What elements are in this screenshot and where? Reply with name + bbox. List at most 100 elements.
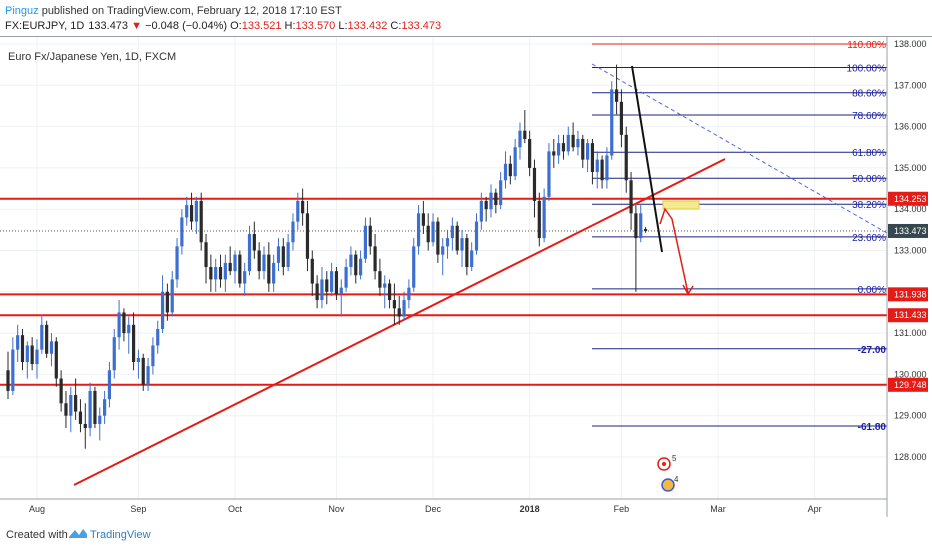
author-link[interactable]: Pinguz bbox=[5, 5, 39, 17]
candle-body bbox=[98, 415, 102, 424]
price-tick-label: 131.000 bbox=[894, 328, 927, 338]
price-tag bbox=[888, 223, 928, 238]
candle-body bbox=[305, 213, 310, 259]
candle-body bbox=[354, 254, 358, 276]
time-axis[interactable]: Aug Sep Oct Nov Dec 2018 Feb Mar Apr bbox=[29, 504, 822, 514]
candle-body bbox=[441, 246, 445, 255]
candle-body bbox=[576, 138, 580, 148]
candle-body bbox=[479, 200, 483, 222]
price-chart[interactable]: 110.00%100.00%88.60%78.60%61.80%50.00%38… bbox=[0, 37, 932, 517]
candle-body bbox=[339, 287, 343, 294]
close-label: C: bbox=[390, 20, 402, 32]
publish-line: Pinguz published on TradingView.com, Feb… bbox=[5, 5, 342, 17]
candle-body bbox=[334, 271, 339, 294]
candle-body bbox=[610, 89, 614, 156]
candle-body bbox=[6, 370, 10, 391]
time-tick-label: Feb bbox=[614, 504, 630, 514]
fib-level-label: 78.60% bbox=[852, 111, 886, 122]
candle-body bbox=[397, 308, 401, 317]
price-tick-label: 128.000 bbox=[894, 452, 927, 462]
candle-body bbox=[460, 238, 464, 251]
event-badge-5: 5 bbox=[672, 454, 677, 463]
candle-body bbox=[218, 267, 223, 280]
candle-body bbox=[281, 246, 285, 268]
price-tick-label: 137.000 bbox=[894, 80, 927, 90]
candle-body bbox=[330, 271, 334, 292]
price-axis[interactable]: 128.000129.000130.000131.000132.000133.0… bbox=[894, 39, 927, 462]
candle-body bbox=[199, 200, 203, 243]
candle-body bbox=[252, 233, 256, 251]
low-label: L: bbox=[338, 20, 348, 32]
candle-body bbox=[600, 159, 604, 181]
candle-body bbox=[40, 324, 44, 350]
candle-body bbox=[204, 242, 208, 268]
time-tick-label: Aug bbox=[29, 504, 45, 514]
candle-body bbox=[262, 254, 266, 272]
candle-body bbox=[484, 200, 488, 210]
candle-body bbox=[11, 349, 15, 391]
candle-body bbox=[141, 357, 145, 385]
candle-body bbox=[93, 390, 97, 424]
candle-body bbox=[523, 130, 527, 139]
time-tick-label: Mar bbox=[710, 504, 726, 514]
candle-body bbox=[470, 250, 474, 268]
candle-body bbox=[358, 258, 363, 276]
candle-body bbox=[561, 143, 566, 152]
candle-body bbox=[518, 130, 522, 148]
symbol-label: FX:EURJPY, 1D bbox=[5, 20, 85, 32]
open-label: O: bbox=[230, 20, 242, 32]
fib-level-label: 23.60% bbox=[852, 233, 886, 244]
last-price-label: 133.473 bbox=[88, 20, 129, 32]
price-tags: 134.253 133.473 131.938 131.433 129.748 bbox=[888, 191, 928, 392]
dashed-projection-line[interactable] bbox=[591, 63, 888, 234]
price-tag bbox=[888, 377, 928, 392]
fib-level-label: 0.00% bbox=[858, 285, 886, 296]
fib-level-label: 110.00% bbox=[847, 40, 886, 51]
price-tag-label: 131.938 bbox=[894, 289, 927, 299]
candle-body bbox=[407, 287, 411, 301]
candle-body bbox=[363, 225, 368, 259]
candle-body bbox=[639, 213, 643, 239]
event-badge-4: 4 bbox=[674, 475, 679, 484]
candle-body bbox=[542, 196, 546, 239]
candle-body bbox=[35, 349, 39, 365]
tradingview-logo-icon[interactable] bbox=[68, 526, 88, 542]
candle-body bbox=[49, 341, 54, 354]
candle-body bbox=[20, 335, 25, 363]
time-tick-label: Sep bbox=[130, 504, 146, 514]
candle-body bbox=[474, 221, 479, 251]
candle-body bbox=[499, 180, 503, 206]
tradingview-brand[interactable]: TradingView bbox=[90, 529, 151, 541]
publish-info: published on TradingView.com, February 1… bbox=[38, 5, 342, 17]
fib-level-label: -27.00 bbox=[858, 345, 887, 356]
candle-body bbox=[349, 254, 353, 268]
open-value: 133.521 bbox=[241, 20, 282, 32]
candle-body bbox=[508, 163, 512, 177]
candle-body bbox=[276, 246, 281, 263]
candle-body bbox=[566, 134, 570, 152]
candle-body bbox=[175, 246, 179, 280]
candle-body bbox=[537, 200, 541, 239]
candle-body bbox=[586, 143, 590, 160]
candle-body bbox=[494, 192, 498, 206]
candle-body bbox=[194, 200, 198, 222]
event-calendar-icon[interactable] bbox=[661, 478, 675, 492]
candle-body bbox=[107, 370, 112, 400]
candle-body bbox=[30, 345, 34, 365]
projected-path[interactable] bbox=[659, 207, 689, 294]
candle-body bbox=[165, 291, 169, 313]
candle-body bbox=[301, 200, 305, 214]
candle-body bbox=[421, 213, 425, 226]
created-with-label: Created with bbox=[6, 529, 68, 541]
candle-body bbox=[310, 258, 314, 284]
price-tag-label: 134.253 bbox=[894, 194, 927, 204]
steep-down-line[interactable] bbox=[631, 65, 663, 253]
candle-body bbox=[402, 300, 406, 317]
candle-body bbox=[16, 335, 20, 350]
fib-level-label: 100.00% bbox=[847, 64, 887, 75]
candle-body bbox=[54, 341, 58, 379]
candle-body bbox=[368, 225, 372, 247]
candle-body bbox=[416, 213, 421, 247]
candle-body bbox=[619, 101, 624, 135]
candle-body bbox=[590, 143, 595, 173]
